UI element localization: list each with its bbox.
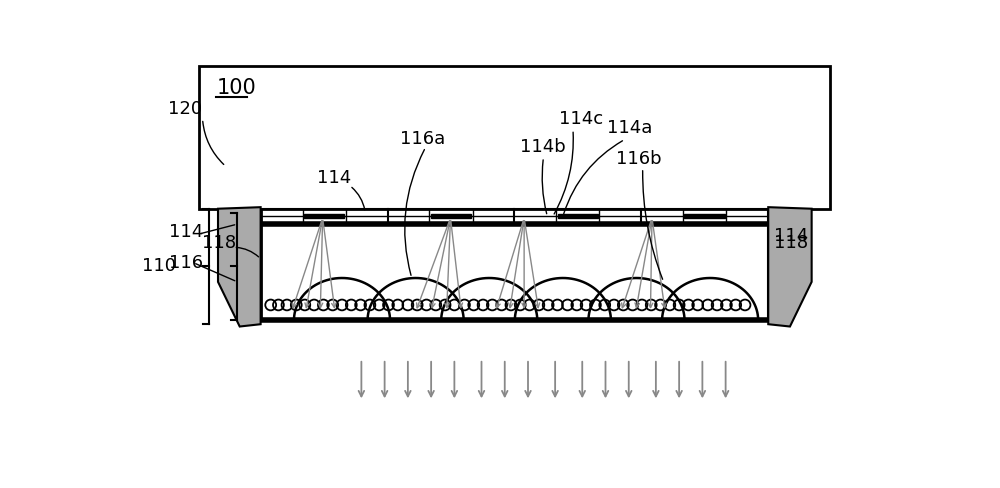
Text: 114c: 114c bbox=[559, 110, 603, 128]
Text: 114: 114 bbox=[169, 223, 203, 241]
Text: 114: 114 bbox=[774, 226, 809, 244]
Bar bbox=[558, 215, 598, 218]
Bar bbox=[431, 215, 471, 218]
Text: 114: 114 bbox=[317, 169, 351, 187]
Polygon shape bbox=[768, 207, 812, 326]
Text: 114b: 114b bbox=[520, 138, 566, 156]
Text: 120: 120 bbox=[168, 100, 202, 118]
Bar bbox=[199, 66, 830, 209]
Text: 116b: 116b bbox=[616, 150, 661, 168]
Text: 110: 110 bbox=[142, 258, 176, 275]
Text: 116a: 116a bbox=[400, 130, 445, 148]
Polygon shape bbox=[218, 207, 261, 326]
Text: 116: 116 bbox=[169, 254, 203, 272]
Bar bbox=[304, 215, 344, 218]
Bar bbox=[684, 215, 725, 218]
Text: 114a: 114a bbox=[607, 119, 652, 137]
Bar bbox=[261, 209, 768, 320]
Text: 100: 100 bbox=[216, 78, 256, 98]
Text: 118: 118 bbox=[202, 234, 237, 252]
Text: 118: 118 bbox=[774, 234, 809, 252]
